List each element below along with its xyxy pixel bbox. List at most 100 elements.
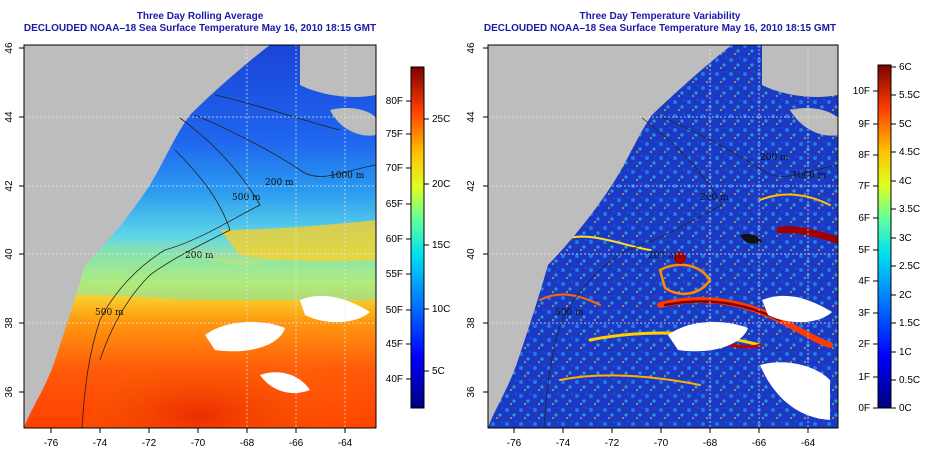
left-colorbar: 80F 75F 70F 65F 60F 55F 50F 45F 40F 25C … [386,66,450,409]
left-panel-title: Three Day Rolling Average [136,11,264,22]
left-cb-label-f: 55F [386,269,403,280]
left-lon-tick: -76 [44,438,59,449]
left-land-island [330,107,376,136]
right-cb-label-f: 8F [858,150,870,161]
right-colorbar: 10F 9F 8F 7F 6F 5F 4F 3F 2F 1F 0F 6C 5.5… [853,62,920,414]
right-cb-label-c: 2C [899,290,912,301]
left-contour-label-3: 500 m [232,193,261,203]
right-lon-tick: -64 [801,438,816,449]
right-cb-label-c: 0.5C [899,375,920,386]
right-lat-tick: 42 [466,180,477,192]
left-contour-label-5: 500 m [95,308,124,318]
right-cb-label-c: 2.5C [899,261,920,272]
left-cb-label-f: 75F [386,129,403,140]
right-map-frame [487,44,839,429]
right-cb-label-c: 5C [899,119,912,130]
right-lat-tick: 38 [466,317,477,329]
left-cb-label-f: 70F [386,163,403,174]
left-land-us-coast [24,45,270,428]
right-land-us-coast [488,45,732,428]
right-cb-label-f: 4F [858,276,870,287]
left-lat-tick: 36 [4,386,15,398]
right-cb-label-c: 5.5C [899,90,920,101]
left-lon-tick: -70 [191,438,206,449]
right-cloud-2 [762,295,832,323]
left-cb-label-c: 20C [432,179,450,190]
right-cb-label-c: 3C [899,233,912,244]
right-lon-tick: -70 [654,438,669,449]
left-land-nova-scotia [300,45,376,97]
left-panel-subtitle: DECLOUDED NOAA–18 Sea Surface Temperatur… [23,23,377,34]
left-lat-tick: 42 [4,180,15,192]
right-lat-tick: 46 [466,42,477,54]
right-cb-label-f: 1F [858,372,870,383]
right-panel-title-block: Three Day Temperature Variability DECLOU… [470,11,850,35]
left-cb-label-f: 40F [386,374,403,385]
right-lat-tick: 40 [466,248,477,260]
right-lon-tick: -72 [605,438,620,449]
right-map: 200 m 1000 m 200 m 200 m 500 m [488,45,838,428]
left-contour-label-1: 200 m [185,251,214,261]
right-bathymetry-contours [543,114,838,428]
left-grid [24,45,376,428]
left-axes: -76 -74 -72 -70 -68 -66 -64 46 44 42 40 … [4,42,353,449]
left-cloud-1 [205,321,285,352]
right-lat-tick: 44 [466,111,477,123]
right-cb-label-f: 9F [858,119,870,130]
right-contour-label-3: 200 m [760,153,789,163]
right-land-nova-scotia [762,45,838,97]
left-lon-tick: -72 [142,438,157,449]
left-cb-label-c: 10C [432,304,450,315]
right-axes: -76 -74 -72 -70 -68 -66 -64 46 44 42 40 … [466,42,816,449]
right-cloud-3 [760,362,830,420]
left-map-frame [23,44,377,429]
left-cloud-2 [300,295,370,323]
left-cloud-3 [260,372,310,394]
left-lon-tick: -74 [93,438,108,449]
left-lat-tick: 46 [4,42,15,54]
left-colorbar-gradient [410,66,425,409]
left-cb-label-c: 25C [432,114,450,125]
left-cb-label-f: 65F [386,199,403,210]
right-cb-label-f: 2F [858,339,870,350]
left-map: 200 m 1000 m 500 m 200 m 500 m [24,45,376,428]
right-lat-tick: 36 [466,386,477,398]
left-cb-label-f: 60F [386,234,403,245]
right-lon-tick: -74 [556,438,571,449]
right-cb-label-c: 3.5C [899,204,920,215]
left-lon-tick: -68 [240,438,255,449]
right-panel-subtitle: DECLOUDED NOAA–18 Sea Surface Temperatur… [483,23,837,34]
right-contour-label-4: 200 m [700,193,729,203]
right-contour-label-1: 200 m [648,251,677,261]
left-contour-label-4: 200 m [265,178,294,188]
right-cb-label-c: 1.5C [899,318,920,329]
right-colorbar-gradient [877,64,892,409]
right-contour-label-2: 1000 m [792,171,827,181]
left-lat-tick: 40 [4,248,15,260]
right-lon-tick: -76 [507,438,522,449]
right-lon-tick: -68 [703,438,718,449]
left-bathymetry-contours [81,94,376,428]
right-cb-label-c: 4C [899,176,912,187]
right-cb-label-c: 1C [899,347,912,358]
right-dark-patch [740,233,762,244]
left-gulf-stream [80,300,376,428]
right-lon-tick: -66 [752,438,767,449]
left-cb-label-f: 50F [386,305,403,316]
left-panel-title-block: Three Day Rolling Average DECLOUDED NOAA… [0,11,400,35]
right-cb-label-c: 4.5C [899,147,920,158]
right-cb-label-c: 6C [899,62,912,73]
right-cb-label-f: 5F [858,245,870,256]
left-cb-label-f: 80F [386,96,403,107]
right-cb-label-c: 0C [899,403,912,414]
left-transition-band [24,230,376,300]
left-contour-label-2: 1000 m [330,171,365,181]
left-lon-tick: -66 [289,438,304,449]
left-warm-ring [220,220,376,262]
left-lat-tick: 44 [4,111,15,123]
right-cloud-1 [668,321,748,352]
right-land-island [790,107,838,136]
right-cb-label-f: 10F [853,86,870,97]
left-cb-label-f: 45F [386,339,403,350]
